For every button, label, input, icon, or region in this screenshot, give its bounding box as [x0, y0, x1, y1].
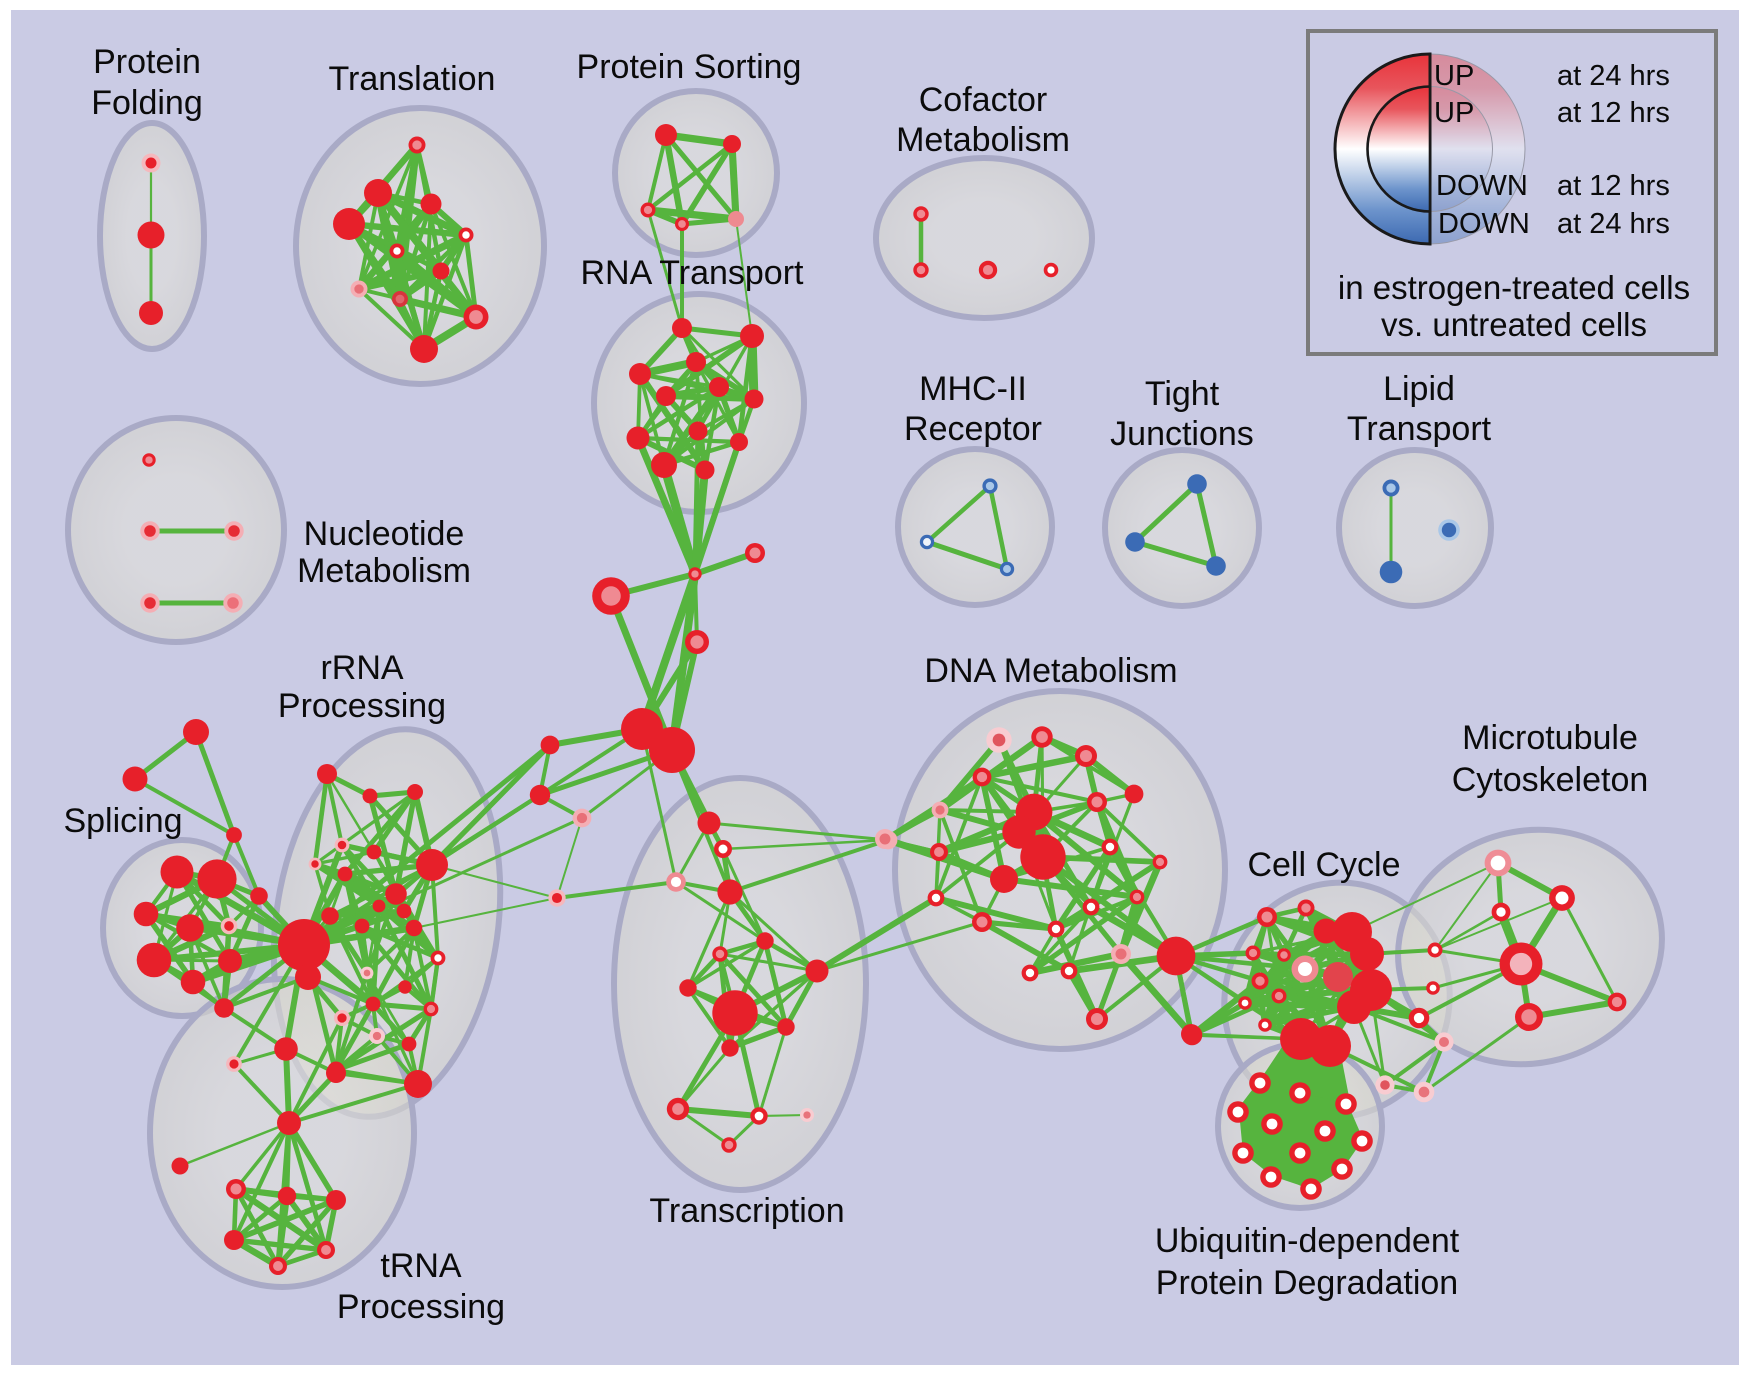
svg-text:vs. untreated cells: vs. untreated cells	[1381, 306, 1647, 343]
svg-text:Cell Cycle: Cell Cycle	[1247, 846, 1400, 884]
svg-text:DNA Metabolism: DNA Metabolism	[924, 652, 1177, 690]
svg-text:Nucleotide: Nucleotide	[304, 515, 465, 553]
svg-text:rRNA: rRNA	[320, 649, 403, 687]
svg-text:Junctions: Junctions	[1110, 415, 1254, 453]
svg-text:Translation: Translation	[329, 60, 496, 98]
svg-text:Cofactor: Cofactor	[919, 81, 1048, 119]
svg-text:Ubiquitin-dependent: Ubiquitin-dependent	[1155, 1222, 1460, 1260]
svg-text:Processing: Processing	[278, 687, 446, 725]
svg-text:Microtubule: Microtubule	[1462, 719, 1638, 757]
svg-text:at 12 hrs: at 12 hrs	[1557, 170, 1670, 202]
svg-text:Cytoskeleton: Cytoskeleton	[1452, 761, 1649, 799]
svg-text:Metabolism: Metabolism	[896, 121, 1070, 159]
svg-text:Tight: Tight	[1145, 375, 1220, 413]
svg-text:in estrogen-treated cells: in estrogen-treated cells	[1338, 269, 1690, 306]
svg-text:Processing: Processing	[337, 1288, 505, 1326]
svg-text:Folding: Folding	[91, 84, 203, 122]
svg-text:at 12 hrs: at 12 hrs	[1557, 97, 1670, 129]
svg-text:DOWN: DOWN	[1438, 208, 1530, 240]
svg-text:MHC-II: MHC-II	[919, 370, 1027, 408]
svg-text:Protein: Protein	[93, 43, 201, 81]
svg-text:Splicing: Splicing	[63, 802, 182, 840]
svg-text:Metabolism: Metabolism	[297, 552, 471, 590]
svg-text:UP: UP	[1434, 60, 1474, 92]
svg-text:at 24 hrs: at 24 hrs	[1557, 208, 1670, 240]
svg-text:Transcription: Transcription	[649, 1192, 844, 1230]
svg-text:Protein Sorting: Protein Sorting	[577, 48, 802, 86]
svg-text:Lipid: Lipid	[1383, 370, 1455, 408]
svg-text:DOWN: DOWN	[1436, 170, 1528, 202]
svg-text:tRNA: tRNA	[380, 1247, 462, 1285]
svg-text:at 24 hrs: at 24 hrs	[1557, 60, 1670, 92]
svg-text:Receptor: Receptor	[904, 410, 1042, 448]
svg-text:Transport: Transport	[1347, 410, 1492, 448]
svg-text:RNA Transport: RNA Transport	[581, 254, 805, 292]
svg-text:UP: UP	[1434, 97, 1474, 129]
svg-text:Protein Degradation: Protein Degradation	[1156, 1264, 1458, 1302]
